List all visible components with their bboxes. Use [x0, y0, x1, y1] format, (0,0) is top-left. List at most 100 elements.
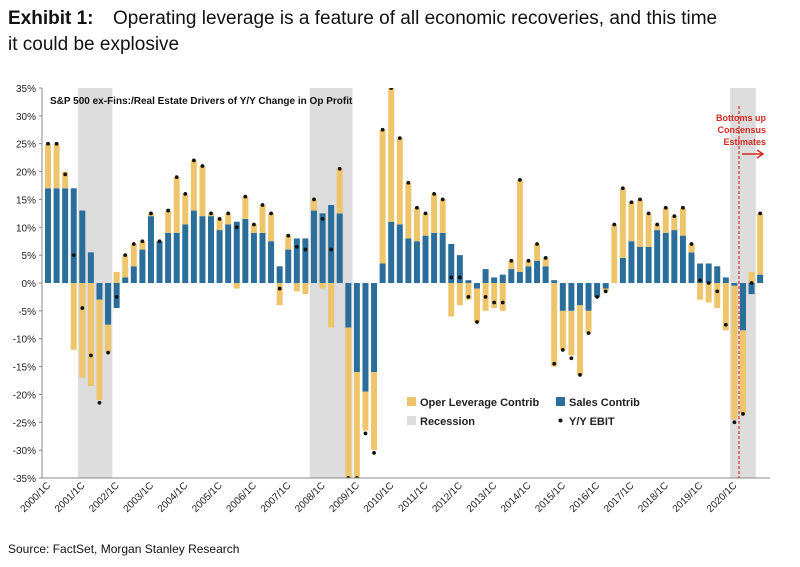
ebit-dot [131, 242, 136, 246]
bar [413, 241, 420, 283]
bar [431, 193, 438, 233]
bar [53, 188, 60, 283]
annotation: Estimates [723, 137, 766, 147]
ebit-dot [629, 200, 634, 205]
bar [516, 179, 523, 272]
bar [319, 213, 326, 283]
ebit-dot [157, 239, 162, 244]
bar [190, 160, 197, 211]
bar [431, 232, 438, 283]
bar [233, 221, 240, 283]
bar [654, 224, 661, 231]
ebit-dot [200, 164, 205, 168]
bar [259, 205, 266, 233]
bar [70, 283, 77, 350]
bar [739, 330, 746, 414]
bar [559, 283, 566, 311]
ebit-dot [492, 300, 497, 305]
ebit-dot [217, 217, 222, 221]
x-tick-label: 2000/1C [19, 480, 54, 515]
x-tick-label: 2014/1C [499, 480, 534, 515]
y-tick-label: -20% [13, 390, 36, 401]
ebit-dot [672, 214, 677, 219]
x-tick-label: 2011/1C [397, 480, 431, 514]
bar [697, 263, 704, 283]
ebit-dot [689, 242, 694, 246]
bar [268, 213, 275, 242]
ebit-dot [535, 242, 539, 246]
y-tick-label: 0% [22, 279, 37, 290]
bar [233, 283, 240, 289]
bar [491, 283, 498, 309]
bar [705, 283, 712, 303]
bar [654, 230, 661, 283]
bar [165, 210, 172, 233]
bar [576, 283, 583, 306]
ebit-dot [166, 208, 171, 213]
ebit-dot [329, 247, 334, 252]
y-tick-label: -15% [13, 363, 36, 374]
bar [79, 283, 86, 378]
y-tick-label: -10% [13, 335, 36, 346]
bar [576, 305, 583, 375]
bar [714, 266, 721, 283]
bar [105, 283, 112, 325]
bar [130, 266, 137, 283]
bar [619, 188, 626, 258]
bar [182, 193, 189, 225]
ebit-dot [389, 88, 394, 90]
bar [748, 283, 755, 295]
bar [96, 299, 103, 400]
ebit-dot [380, 127, 385, 132]
annotation-arrow [742, 149, 765, 159]
bar [491, 277, 498, 283]
ebit-dot [698, 278, 702, 283]
ebit-dot [46, 141, 50, 146]
bar [362, 391, 369, 431]
ebit-dot [226, 211, 231, 216]
ebit-dot [663, 205, 668, 210]
bar [62, 171, 69, 189]
ebit-dot [363, 431, 368, 436]
x-tick-label: 2016/1C [568, 480, 603, 515]
bar [534, 244, 541, 261]
bar [345, 327, 352, 478]
legend-swatch [556, 397, 565, 406]
bar [353, 372, 360, 478]
ebit-dot [320, 217, 325, 221]
bar [79, 210, 86, 283]
legend-swatch [407, 416, 416, 425]
bar [439, 199, 446, 233]
ebit-dot [209, 211, 213, 216]
bar [45, 188, 51, 283]
legend-swatch [407, 397, 416, 406]
bar [448, 244, 455, 283]
ebit-dot [406, 180, 411, 185]
ebit-dot [423, 211, 428, 216]
ebit-dot [54, 141, 59, 146]
bar [551, 283, 558, 367]
x-tick-label: 2015/1C [533, 480, 568, 515]
bar [482, 269, 489, 283]
bar [525, 266, 532, 283]
ebit-dot [586, 331, 591, 336]
bar [594, 283, 601, 297]
ebit-dot [706, 281, 711, 285]
bar [147, 216, 154, 283]
ebit-dot [294, 244, 299, 249]
ebit-dot [449, 275, 454, 280]
ebit-dot [252, 222, 256, 227]
ebit-dot [681, 205, 685, 210]
bar [225, 213, 232, 225]
bar [225, 224, 232, 283]
ebit-dot [97, 400, 102, 405]
bar [173, 232, 180, 283]
x-tick-label: 2020/1C [705, 480, 740, 515]
bar [688, 252, 695, 283]
bar [611, 224, 618, 283]
x-tick-label: 2005/1C [190, 480, 225, 515]
legend-swatch [558, 418, 563, 423]
x-tick-label: 2009/1C [327, 480, 362, 515]
ebit-dot [140, 239, 145, 244]
ebit-dot [432, 191, 436, 196]
